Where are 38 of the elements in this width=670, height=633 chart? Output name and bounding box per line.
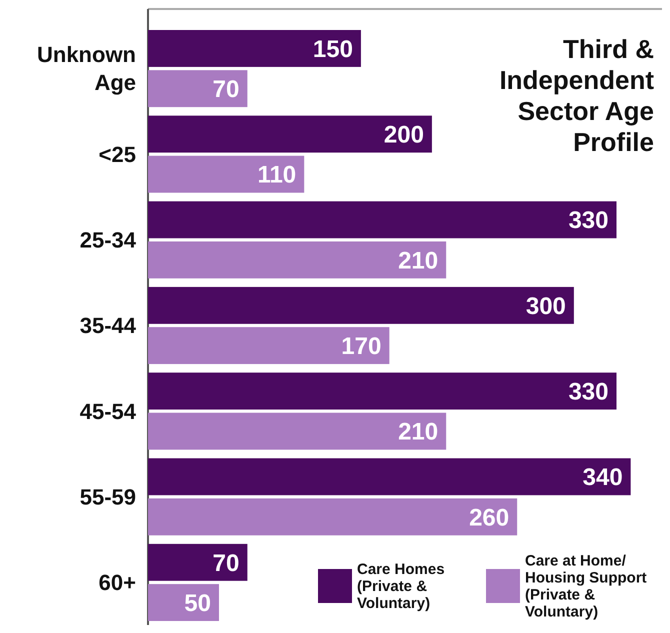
data-label: 300 bbox=[526, 292, 566, 320]
legend-label: Care Homes (Private & Voluntary) bbox=[357, 561, 445, 612]
bar bbox=[148, 286, 574, 324]
bar bbox=[148, 412, 446, 450]
data-label: 70 bbox=[212, 550, 240, 577]
data-label: 260 bbox=[469, 504, 510, 532]
data-label: 170 bbox=[341, 332, 382, 360]
bar bbox=[148, 116, 432, 153]
bar bbox=[148, 372, 616, 410]
data-label: 340 bbox=[582, 464, 623, 492]
data-label: 200 bbox=[384, 122, 424, 149]
legend-label: Care at Home/ Housing Support (Private & Voluntary) bbox=[525, 552, 647, 620]
bar bbox=[148, 584, 219, 621]
y-tick-label: <25 bbox=[98, 142, 136, 167]
data-label: 330 bbox=[568, 378, 608, 406]
data-label: 210 bbox=[398, 418, 438, 446]
y-tick-label: 60+ bbox=[98, 570, 136, 596]
bar bbox=[148, 201, 616, 238]
data-label: 150 bbox=[312, 36, 353, 63]
data-label: 50 bbox=[184, 590, 211, 617]
bar bbox=[148, 156, 304, 193]
data-label: 70 bbox=[212, 76, 240, 104]
y-tick-label: Unknown Age bbox=[37, 42, 136, 96]
y-tick-label: 25-34 bbox=[80, 228, 137, 253]
bar bbox=[148, 458, 631, 496]
data-label: 210 bbox=[398, 247, 438, 274]
data-label: 330 bbox=[568, 207, 608, 234]
data-label: 110 bbox=[257, 162, 296, 189]
bar bbox=[148, 70, 248, 108]
text: Third & Independent Sector Age Profile bbox=[499, 34, 654, 158]
y-tick-label: 55-59 bbox=[80, 484, 136, 510]
bar bbox=[148, 544, 248, 581]
bar bbox=[148, 30, 361, 67]
bar bbox=[148, 498, 518, 536]
y-tick-label: 45-54 bbox=[80, 398, 137, 424]
bar bbox=[148, 241, 446, 278]
bar bbox=[148, 327, 390, 364]
y-tick-label: 35-44 bbox=[80, 313, 137, 338]
